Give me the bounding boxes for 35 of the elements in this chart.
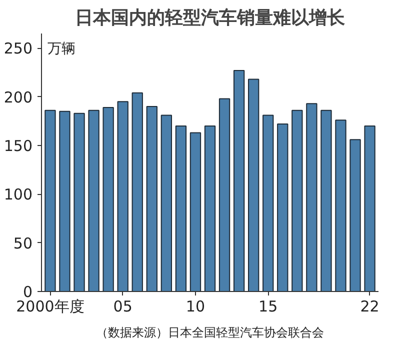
bar: [88, 110, 100, 292]
bar: [132, 92, 143, 292]
bar: [117, 101, 128, 292]
bar: [190, 132, 202, 292]
x-tick-label: 10: [186, 298, 206, 316]
y-tick-label: 100: [4, 186, 33, 204]
bar: [218, 98, 230, 292]
y-tick-label: 250: [4, 40, 33, 58]
y-tick-label: 200: [4, 88, 33, 106]
bar: [59, 110, 70, 292]
bar: [160, 114, 172, 292]
y-tick-label: 150: [4, 136, 33, 155]
bar: [306, 103, 318, 292]
bar: [292, 110, 303, 292]
bar: [102, 106, 114, 292]
bar: [335, 120, 346, 292]
bar: [74, 112, 85, 292]
bar: [44, 110, 56, 292]
bar: [277, 124, 288, 292]
chart-title: 日本国内的轻型汽车销量难以增长: [75, 8, 346, 28]
bar: [175, 125, 187, 292]
y-axis-title: 万辆: [48, 41, 76, 58]
y-tick-label: 50: [13, 234, 33, 252]
x-tick-label: 05: [113, 298, 132, 316]
bar: [248, 78, 260, 292]
x-tick-label: 22: [360, 298, 380, 316]
bar: [204, 125, 216, 292]
bar: [364, 125, 376, 292]
text: （数据来源）日本全国轻型汽车协会联合会: [96, 326, 324, 340]
x-tick-label: 15: [258, 298, 278, 316]
bar: [233, 70, 245, 292]
bar: [320, 110, 332, 292]
bar: [146, 106, 158, 292]
bar: [262, 114, 274, 292]
bar: [350, 139, 361, 292]
